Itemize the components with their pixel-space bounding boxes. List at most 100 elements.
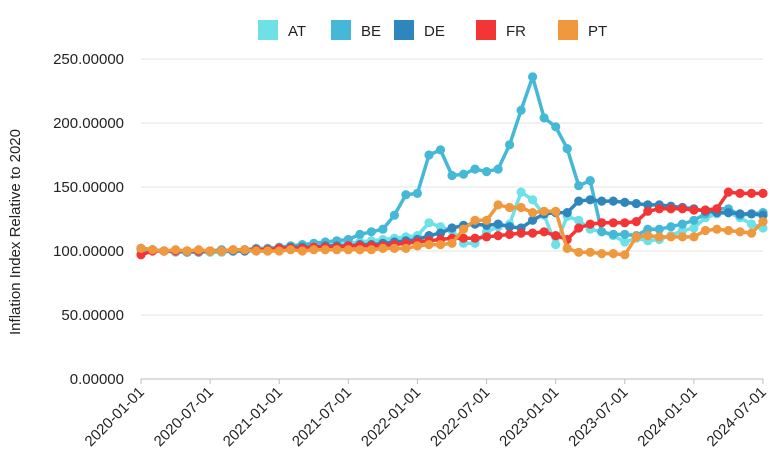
data-point [758, 188, 768, 198]
data-point [389, 243, 399, 253]
y-tick-label: 250.00000 [53, 51, 124, 68]
data-point [147, 245, 158, 255]
data-point [597, 218, 607, 228]
data-point [528, 72, 538, 82]
data-point [482, 232, 492, 242]
legend-swatch [331, 20, 351, 40]
data-point [723, 187, 734, 197]
data-point [470, 215, 480, 225]
data-point [539, 206, 549, 216]
data-point [297, 246, 307, 256]
data-point [643, 200, 653, 210]
data-point [505, 229, 515, 239]
data-point [286, 245, 296, 255]
data-point [401, 243, 411, 253]
x-axis-ticks: 2020-01-01 2020-07-01 2021-01-01 2021-07-01… [82, 379, 770, 450]
data-point [182, 246, 192, 256]
y-tick-label: 200.00000 [53, 115, 124, 132]
data-point [516, 228, 526, 238]
data-point [401, 190, 411, 200]
data-point [159, 246, 169, 256]
data-point [447, 238, 457, 248]
data-point [528, 228, 538, 238]
data-point [700, 225, 711, 236]
data-point [458, 169, 469, 179]
data-point [435, 145, 446, 155]
y-tick-label: 150.00000 [53, 179, 124, 196]
data-point [666, 222, 676, 232]
data-point [505, 202, 515, 213]
data-point [585, 176, 595, 186]
data-point [666, 204, 676, 214]
data-point [389, 210, 399, 220]
data-point [516, 187, 526, 197]
legend-item-at[interactable]: AT [258, 20, 306, 40]
data-point [574, 196, 584, 206]
data-point [447, 170, 457, 181]
data-point [263, 246, 273, 256]
data-point [746, 209, 757, 219]
y-tick-label: 50.00000 [61, 307, 124, 324]
data-point [746, 188, 757, 198]
data-point [608, 196, 618, 206]
x-tick-label: 2020-07-01 [151, 384, 217, 450]
data-point [539, 227, 549, 237]
data-point [424, 240, 434, 250]
legend-swatch [476, 20, 496, 40]
legend-item-pt[interactable]: PT [558, 20, 607, 40]
legend-item-fr[interactable]: FR [476, 20, 526, 40]
data-point [620, 229, 630, 239]
x-tick-label: 2024-07-01 [704, 384, 770, 450]
data-point [574, 247, 584, 257]
data-point [620, 197, 630, 207]
data-point [551, 231, 561, 241]
legend-swatch [394, 20, 414, 40]
data-point [194, 245, 204, 255]
data-point [677, 219, 688, 229]
data-point [654, 224, 664, 234]
data-point [574, 223, 584, 233]
legend-label: DE [424, 23, 445, 40]
data-point [677, 225, 688, 236]
data-point [585, 195, 595, 205]
data-point [332, 245, 342, 255]
y-axis-title: Inflation Index Relative to 2020 [7, 129, 24, 335]
data-point [309, 245, 319, 255]
data-point [320, 245, 330, 255]
legend-item-de[interactable]: DE [394, 20, 445, 40]
legend-swatch [258, 20, 278, 40]
x-tick-label: 2023-01-01 [496, 384, 562, 450]
data-point [735, 188, 745, 198]
data-point [620, 237, 630, 247]
data-point [666, 232, 676, 242]
data-point [528, 195, 538, 205]
data-point [355, 245, 365, 255]
legend-item-be[interactable]: BE [331, 20, 381, 40]
data-point [528, 208, 538, 218]
data-point [677, 204, 688, 214]
data-point [458, 233, 469, 243]
data-point [608, 229, 618, 239]
data-point [424, 150, 434, 160]
series-pt [136, 200, 768, 260]
data-point [689, 205, 699, 215]
data-point [723, 225, 734, 236]
data-point [620, 218, 630, 228]
data-point [412, 241, 422, 251]
data-point [643, 206, 653, 216]
data-point [458, 224, 469, 234]
data-point [608, 249, 618, 259]
data-point [562, 208, 572, 218]
data-point [378, 224, 388, 234]
data-point [470, 164, 480, 174]
data-point [597, 249, 607, 259]
data-point [470, 233, 480, 243]
legend-label: BE [361, 23, 381, 40]
legend-label: AT [288, 23, 306, 40]
grid-lines [141, 58, 763, 380]
data-point [551, 122, 561, 132]
data-point [585, 219, 595, 229]
data-point [597, 196, 607, 206]
data-point [378, 243, 388, 253]
